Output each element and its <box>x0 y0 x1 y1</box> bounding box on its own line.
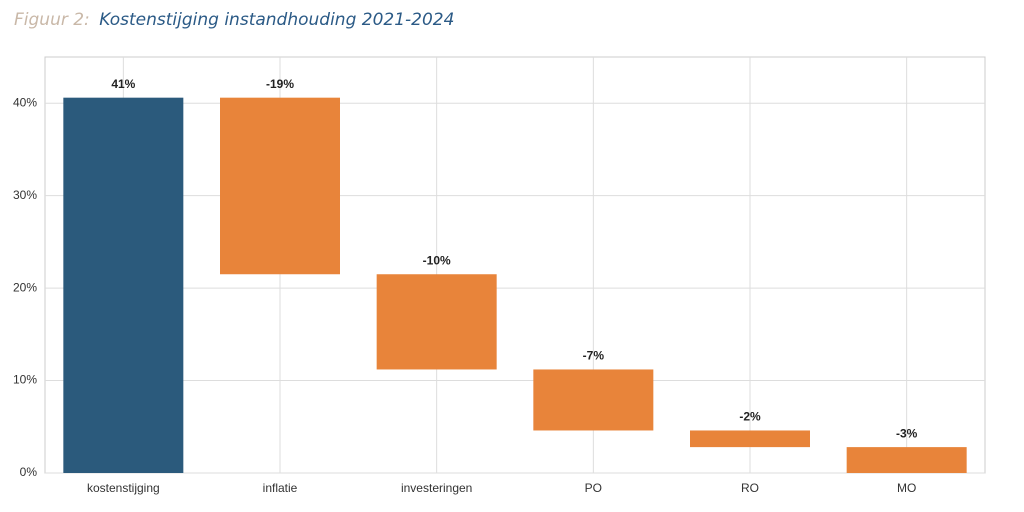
x-tick-label: MO <box>897 481 916 495</box>
value-label: -7% <box>583 349 605 363</box>
bar <box>533 369 654 431</box>
plot-area <box>44 56 986 474</box>
value-label: -2% <box>739 410 761 424</box>
y-tick-label: 30% <box>13 188 37 202</box>
value-label: -19% <box>266 77 294 91</box>
y-tick-label: 20% <box>13 280 37 294</box>
x-tick-label: PO <box>585 481 602 495</box>
bar <box>376 274 497 370</box>
title-line: Figuur 2: Kostenstijging instandhouding … <box>14 10 454 30</box>
x-tick-label: investeringen <box>401 481 472 495</box>
x-tick-label: RO <box>741 481 759 495</box>
bar <box>690 430 810 448</box>
bar <box>63 97 184 474</box>
y-tick-label: 0% <box>20 465 38 479</box>
bar <box>846 447 967 473</box>
x-tick-label: kostenstijging <box>87 481 160 495</box>
y-tick-label: 10% <box>13 373 37 387</box>
value-label: 41% <box>111 77 135 91</box>
value-label: -10% <box>423 253 451 267</box>
value-label: -3% <box>896 426 918 440</box>
x-tick-label: inflatie <box>263 481 298 495</box>
figure-label: Figuur 2: <box>14 10 90 30</box>
chart-title: Kostenstijging instandhouding 2021-2024 <box>99 10 454 30</box>
y-tick-label: 40% <box>13 95 37 109</box>
bar <box>220 97 340 275</box>
